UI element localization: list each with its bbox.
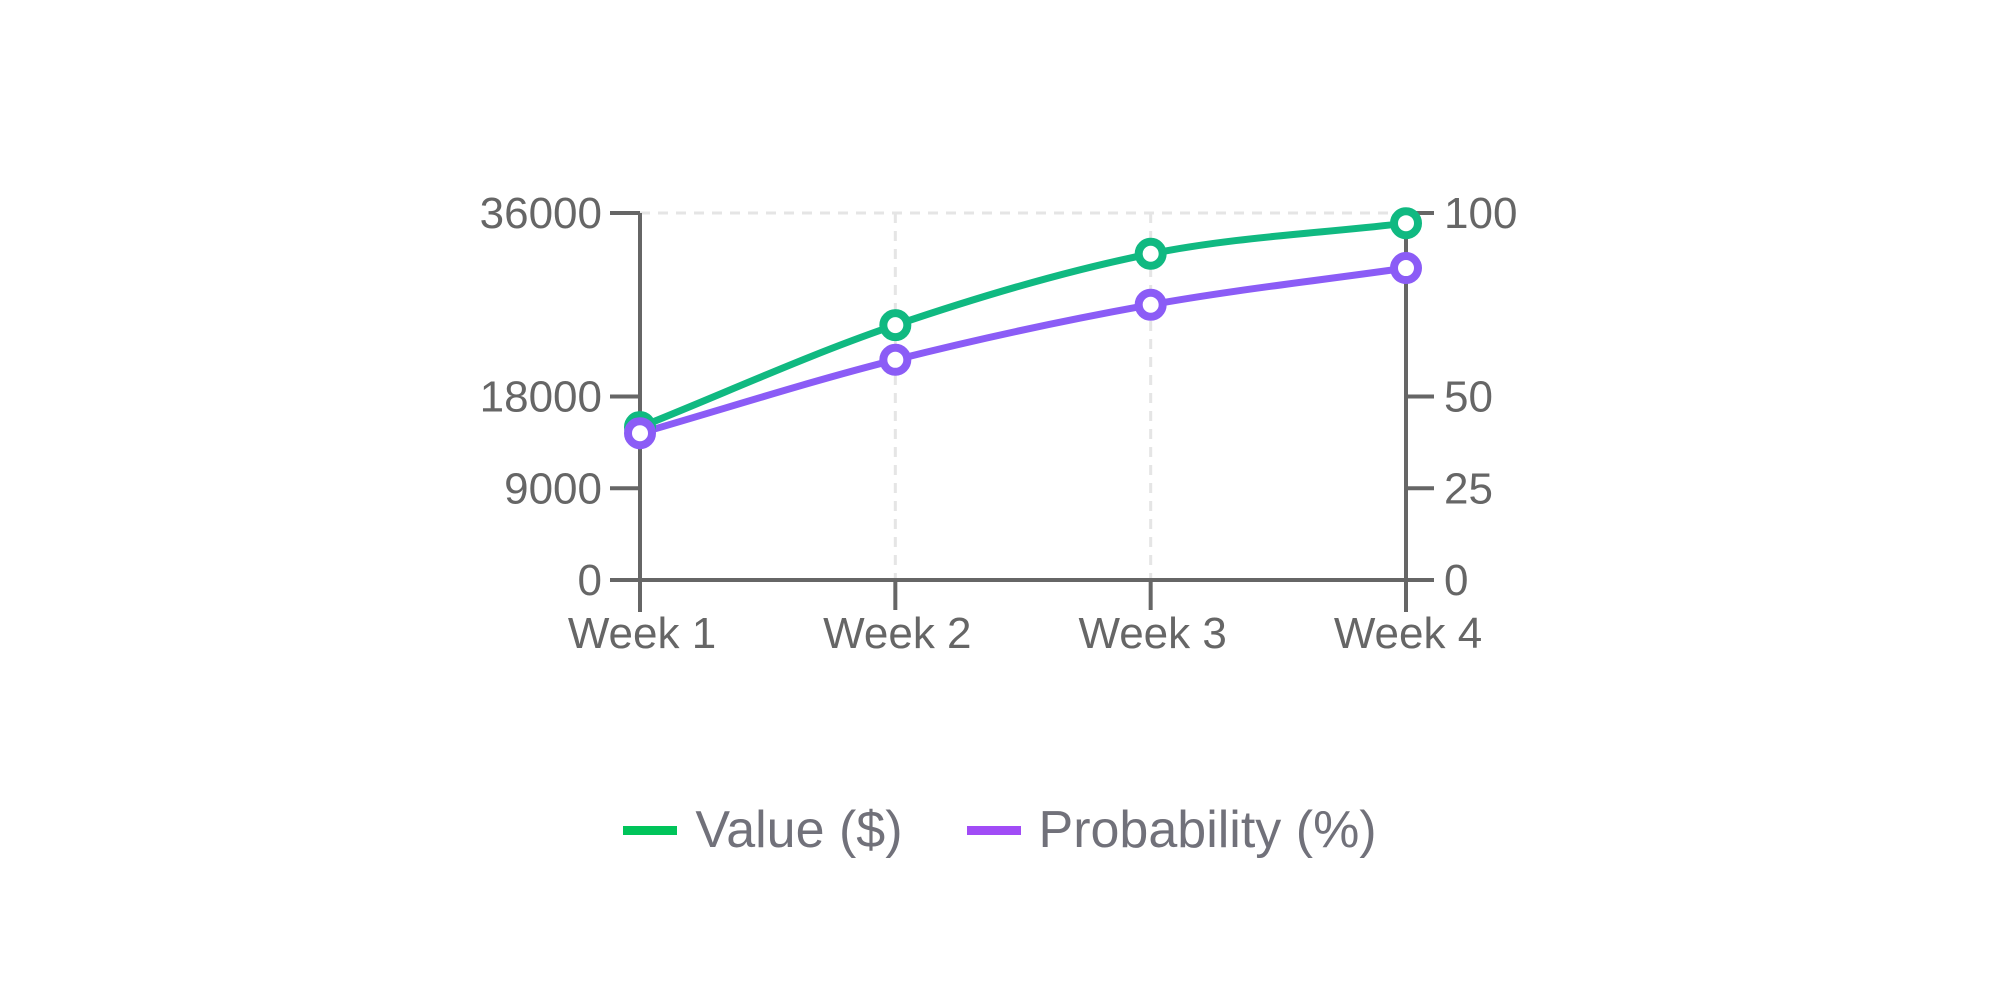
series-line-value (636, 219, 1410, 431)
legend: Value ($) Probability (%) (0, 800, 2000, 860)
axes: 0 9000 18000 36000 0 25 50 100 Week 1 Week 2 Week … (480, 189, 1518, 658)
data-points (624, 207, 1422, 450)
data-point-value[interactable] (1390, 207, 1422, 240)
x-tick-label: Week 1 (568, 609, 716, 658)
legend-swatch-icon (966, 825, 1021, 835)
x-tick-label: Week 4 (1334, 609, 1482, 658)
grid-lines (640, 211, 1406, 580)
y-right-tick-label: 50 (1444, 373, 1493, 422)
series-lines (636, 219, 1410, 437)
legend-item-value[interactable]: Value ($) (623, 800, 903, 860)
y-left-tick-label: 18000 (480, 373, 602, 422)
y-right-tick-label: 0 (1444, 556, 1468, 605)
data-point-value[interactable] (879, 309, 912, 342)
y-right-tick-label: 25 (1444, 464, 1493, 513)
data-point-probability[interactable] (879, 343, 912, 376)
y-left-tick-label: 36000 (480, 189, 602, 238)
legend-label: Value ($) (695, 801, 903, 859)
legend-swatch-icon (623, 825, 678, 835)
x-tick-label: Week 3 (1078, 609, 1226, 658)
data-point-probability[interactable] (1134, 288, 1167, 321)
y-left-tick-label: 9000 (504, 464, 602, 513)
legend-label: Probability (%) (1038, 801, 1377, 859)
series-line-probability (636, 264, 1410, 437)
x-tick-label: Week 2 (823, 609, 971, 658)
y-right-tick-label: 100 (1444, 189, 1517, 238)
data-point-probability[interactable] (624, 417, 656, 450)
data-point-probability[interactable] (1390, 252, 1422, 285)
legend-item-probability[interactable]: Probability (%) (966, 800, 1377, 860)
data-point-value[interactable] (1134, 237, 1167, 270)
y-left-tick-label: 0 (578, 556, 602, 605)
